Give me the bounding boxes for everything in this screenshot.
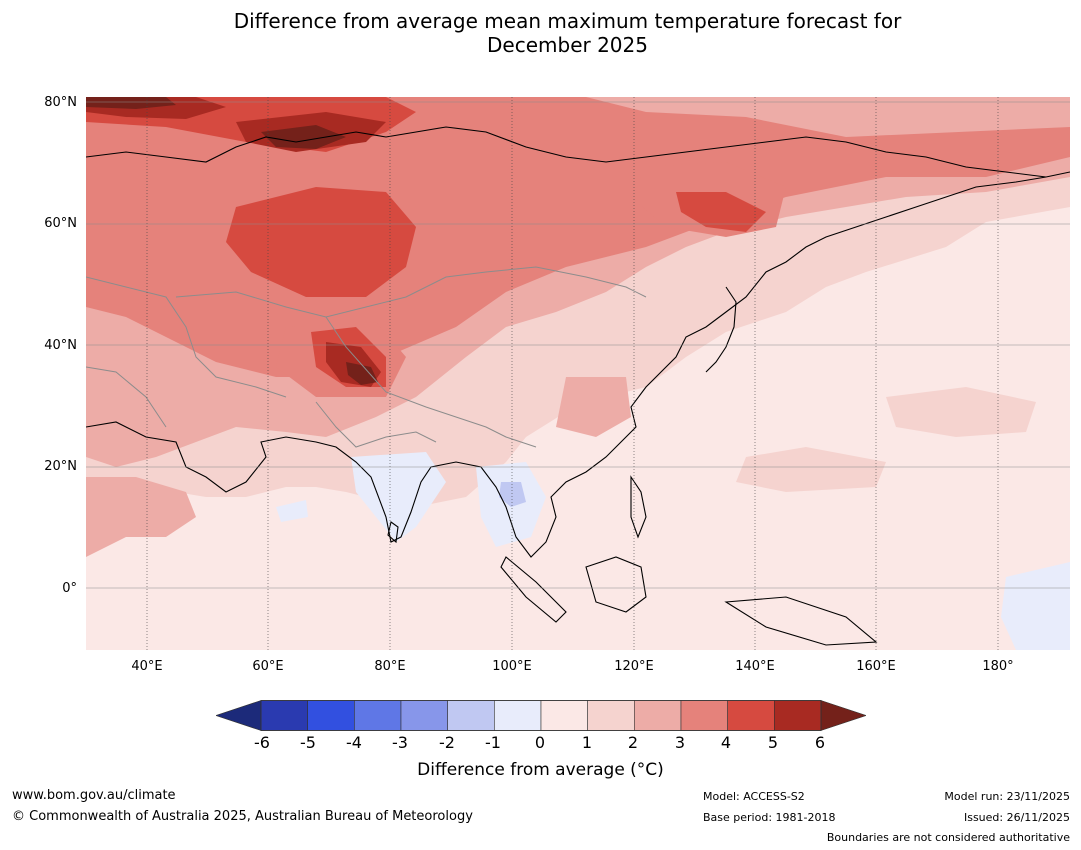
lat-label-0: 0° [62,581,77,596]
colorbar-tick: -1 [485,733,501,752]
arctic-coastline [86,126,1047,178]
anomaly-minus-2-indochina [499,482,526,507]
anomaly-4-5-siberia [676,192,766,232]
lon-label-160e: 160°E [856,659,896,674]
coastline-lines [86,126,1070,646]
colorbar-tick: -6 [254,733,270,752]
lat-label-20n: 20°N [44,459,77,474]
colorbar-segment [354,700,402,731]
border-arabia [86,366,167,428]
border-china [325,316,537,448]
colorbar-tick: 3 [674,733,686,752]
coastline-icon [86,171,1070,558]
colorbar-segment [447,700,495,731]
lon-label-120e: 120°E [614,659,654,674]
title-line-1: Difference from average mean maximum tem… [233,9,902,33]
disclaimer-text: Boundaries are not considered authoritat… [826,831,1070,844]
colorbar-tick: -4 [346,733,362,752]
map-svg [86,97,1070,650]
japan-coast [705,286,737,373]
colorbar-tick: 4 [720,733,732,752]
model-text: Model: ACCESS-S2 [703,790,805,803]
model-run-text: Model run: 23/11/2025 [944,790,1070,803]
lon-gridlines [146,97,999,650]
colorbar-segments [216,700,866,731]
colorbar-segment [216,700,262,731]
colorbar-segment [820,700,866,731]
colorbar-segment [634,700,682,731]
colorbar-segment [587,700,635,731]
colorbar-segment [260,700,308,731]
anomaly-2-3-china [556,377,631,437]
lon-label-60e: 60°E [252,659,284,674]
anomaly-1-2-east [886,387,1036,437]
anomaly-minus-1-arabian-sea [276,500,308,522]
colorbar [216,700,866,731]
title-line-2: December 2025 [487,33,648,57]
colorbar-tick: 2 [627,733,639,752]
colorbar-segment [727,700,775,731]
anomaly-gt-6-tibet [346,362,378,385]
colorbar-tick: -2 [439,733,455,752]
colorbar-tick: -3 [392,733,408,752]
new-guinea-coast [724,596,878,646]
anomaly-minus-1-india [351,452,446,542]
lat-gridlines [86,101,1070,589]
colorbar-label: Difference from average (°C) [417,760,664,780]
colorbar-tick: 1 [581,733,593,752]
country-borders [86,266,647,448]
anomaly-minus-1-pacific [1001,562,1070,650]
anomaly-3-4-region [86,97,1070,377]
colorbar-segment [540,700,588,731]
chart-title: Difference from average mean maximum tem… [0,9,1081,57]
lat-label-40n: 40°N [44,338,77,353]
colorbar-tick: 5 [767,733,779,752]
lon-label-40e: 40°E [131,659,163,674]
sumatra-coast [500,556,567,623]
lat-label-60n: 60°N [44,216,77,231]
borneo-coast [585,556,647,613]
lon-label-100e: 100°E [492,659,532,674]
lon-label-140e: 140°E [735,659,775,674]
website-link[interactable]: www.bom.gov.au/climate [12,788,176,803]
border-icon [175,266,647,318]
copyright-text: © Commonwealth of Australia 2025, Austra… [12,809,473,824]
philippines-coast [630,475,647,539]
colorbar-tick: 6 [814,733,826,752]
base-period-text: Base period: 1981-2018 [703,811,836,824]
lon-label-180: 180° [982,659,1014,674]
colorbar-segment [494,700,542,731]
border-india [315,401,437,448]
lat-label-80n: 80°N [44,95,77,110]
colorbar-segment [400,700,448,731]
colorbar-segment [774,700,822,731]
lon-label-80e: 80°E [374,659,406,674]
colorbar-tick: -5 [300,733,316,752]
anomaly-2-3-arabia [86,477,196,557]
anomaly-1-2-pacific [736,447,886,492]
forecast-map [86,97,1070,650]
colorbar-segment [307,700,355,731]
issued-text: Issued: 26/11/2025 [963,811,1070,824]
colorbar-segment [680,700,728,731]
sri-lanka-coast [387,521,399,544]
colorbar-tick: 0 [534,733,546,752]
colorbar-outline [260,700,822,731]
anomaly-4-5-central-asia [226,187,416,297]
border-middle-east [86,276,287,398]
anomaly-gt-6-arctic [86,97,346,149]
